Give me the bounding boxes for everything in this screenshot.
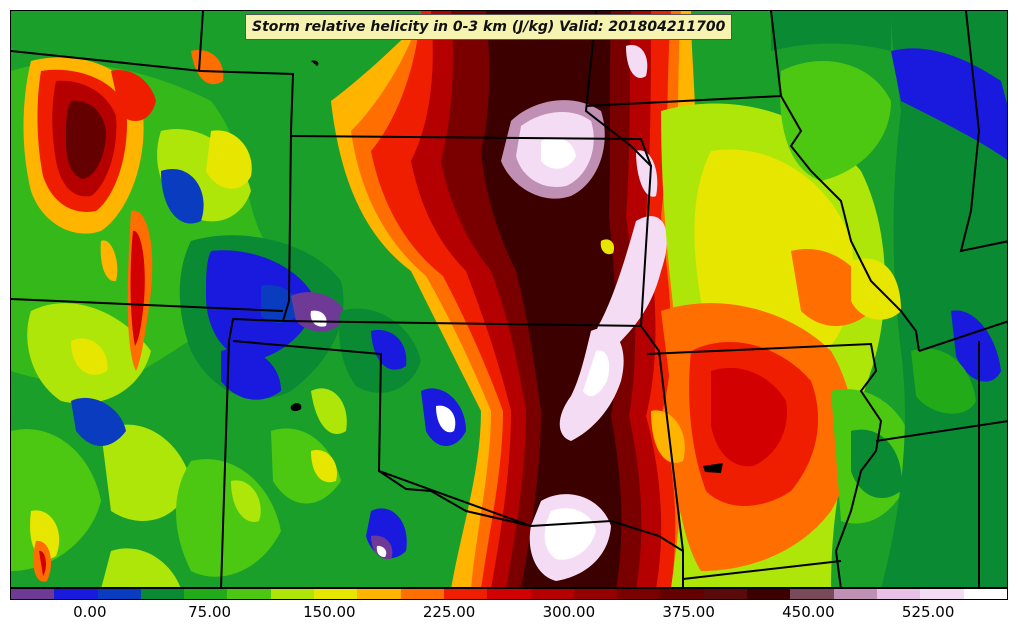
colorbar-tick-label: 150.00 xyxy=(303,603,356,621)
colorbar-tick-label: 450.00 xyxy=(782,603,835,621)
colorbar-segment xyxy=(11,589,55,599)
colorbar-segment xyxy=(530,589,574,599)
colorbar-segment xyxy=(617,589,661,599)
colorbar-segment xyxy=(270,589,315,599)
colorbar-tick-label: 525.00 xyxy=(901,603,955,621)
northwest-core xyxy=(23,50,224,371)
colorbar-tick-label: 75.00 xyxy=(188,603,232,621)
colorbar-segment xyxy=(790,589,834,599)
state-borders xyxy=(11,11,1007,587)
map-panel xyxy=(10,10,1008,588)
colorbar-segment xyxy=(400,589,444,599)
colorbar-segment xyxy=(97,589,141,599)
colorbar-tick-label: 225.00 xyxy=(422,603,476,621)
colorbar-segment xyxy=(227,589,271,599)
helicity-map xyxy=(11,11,1007,587)
colorbar-segment xyxy=(920,589,964,599)
colorbar-segment xyxy=(140,589,185,599)
colorbar-segment xyxy=(660,589,704,599)
colorbar xyxy=(10,588,1008,600)
colorbar-segment xyxy=(54,589,98,599)
colorbar-segment xyxy=(747,589,791,599)
low-helicity-region xyxy=(71,169,466,560)
colorbar-tick-label: 0.00 xyxy=(73,603,107,621)
lake-markers xyxy=(290,60,723,473)
map-title: Storm relative helicity in 0-3 km (J/kg)… xyxy=(245,14,733,40)
colorbar-segment xyxy=(184,589,228,599)
colorbar-segment xyxy=(833,589,877,599)
colorbar-segment xyxy=(487,589,531,599)
colorbar-segment xyxy=(443,589,488,599)
colorbar-labels: 0.00 75.00 150.00 225.00 300.00 375.00 450.00 5… xyxy=(10,601,1008,625)
colorbar-segment xyxy=(963,589,1007,599)
colorbar-segment xyxy=(703,589,748,599)
colorbar-tick-label: 300.00 xyxy=(542,603,596,621)
peak-helicity-streaks xyxy=(501,45,667,581)
colorbar-tick-label: 375.00 xyxy=(662,603,715,621)
colorbar-segment xyxy=(314,589,358,599)
plains-high-helicity-band xyxy=(331,11,708,587)
colorbar-segment xyxy=(573,589,618,599)
colorbar-segment xyxy=(357,589,401,599)
colorbar-segment xyxy=(876,589,921,599)
